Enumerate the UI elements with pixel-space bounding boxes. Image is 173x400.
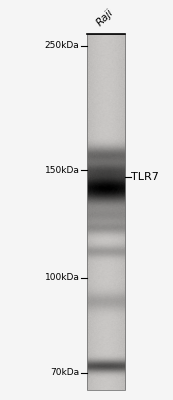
- Bar: [86, 34, 125, 390]
- Text: 250kDa: 250kDa: [45, 42, 80, 50]
- Text: 100kDa: 100kDa: [45, 274, 80, 282]
- Text: 70kDa: 70kDa: [51, 368, 80, 377]
- Text: TLR7: TLR7: [131, 172, 158, 182]
- Text: 150kDa: 150kDa: [45, 166, 80, 174]
- Text: Raji: Raji: [95, 7, 116, 28]
